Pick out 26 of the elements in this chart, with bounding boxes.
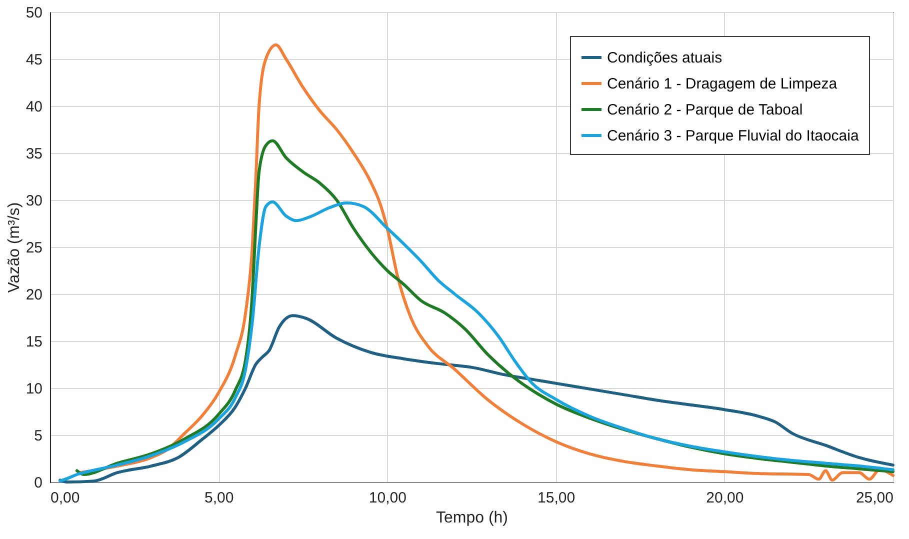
legend-label: Cenário 2 - Parque de Taboal	[607, 102, 803, 118]
y-tick-label: 25	[26, 240, 42, 256]
y-tick-label: 5	[34, 428, 42, 444]
y-tick-label: 50	[26, 4, 42, 22]
y-tick-label: 10	[26, 380, 42, 398]
line-series	[78, 43, 894, 482]
y-tick-label: 45	[26, 52, 42, 68]
x-tick-label: 0,00	[50, 490, 80, 506]
y-tick-label: 35	[26, 146, 42, 162]
legend-label: Condições atuais	[607, 50, 722, 66]
x-tick-label: 25,00	[856, 490, 894, 506]
y-tick-label: 20	[26, 286, 42, 304]
y-tick-label: 0	[34, 474, 42, 492]
line-series	[58, 200, 894, 483]
x-tick-label: 20,00	[706, 490, 744, 506]
x-tick-label: 10,00	[368, 490, 406, 506]
x-axis-title: Tempo (h)	[436, 510, 508, 526]
y-axis-title: Vazão (m³/s)	[6, 202, 23, 293]
legend-label: Cenário 3 - Parque Fluvial do Itaocaia	[607, 128, 860, 144]
y-tick-label: 15	[26, 334, 42, 350]
y-tick-label: 30	[26, 192, 42, 210]
line-series	[58, 314, 894, 484]
x-tick-label: 15,00	[538, 490, 576, 506]
legend-label: Cenário 1 - Dragagem de Limpeza	[607, 76, 838, 92]
y-tick-label: 40	[26, 98, 42, 116]
x-tick-label: 5,00	[204, 490, 234, 506]
